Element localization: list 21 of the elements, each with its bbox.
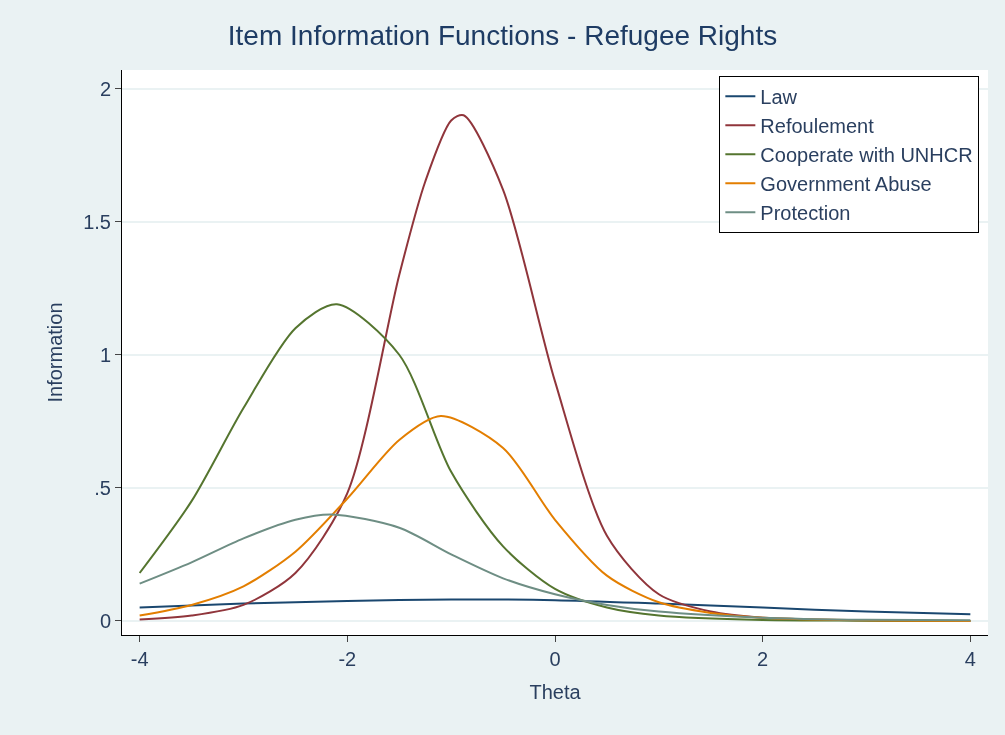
- legend-label: Protection: [760, 201, 851, 224]
- line-series: [138, 513, 972, 622]
- legend-label: Cooperate with UNHCR: [760, 143, 973, 166]
- x-tick-label: 0: [549, 648, 561, 670]
- x-tick-label: -4: [130, 648, 149, 670]
- chart-title: Item Information Functions - Refugee Rights: [227, 20, 778, 52]
- y-tick-label: 0: [99, 609, 111, 632]
- y-tick-label: .5: [94, 476, 111, 499]
- line-series: [138, 598, 972, 616]
- legend-label: Refoulement: [760, 114, 875, 137]
- x-tick-label: 2: [757, 648, 769, 670]
- x-tick-label: -2: [338, 648, 357, 670]
- y-tick-label: 1.5: [83, 210, 111, 233]
- legend-label: Law: [760, 85, 798, 108]
- x-axis-title: Theta: [529, 680, 582, 703]
- legend-label: Government Abuse: [760, 172, 932, 195]
- y-tick-label: 2: [99, 77, 111, 100]
- line-series: [138, 414, 972, 622]
- x-tick-label: 4: [964, 648, 976, 670]
- y-axis-title: Information: [43, 302, 66, 403]
- y-tick-label: 1: [99, 343, 111, 366]
